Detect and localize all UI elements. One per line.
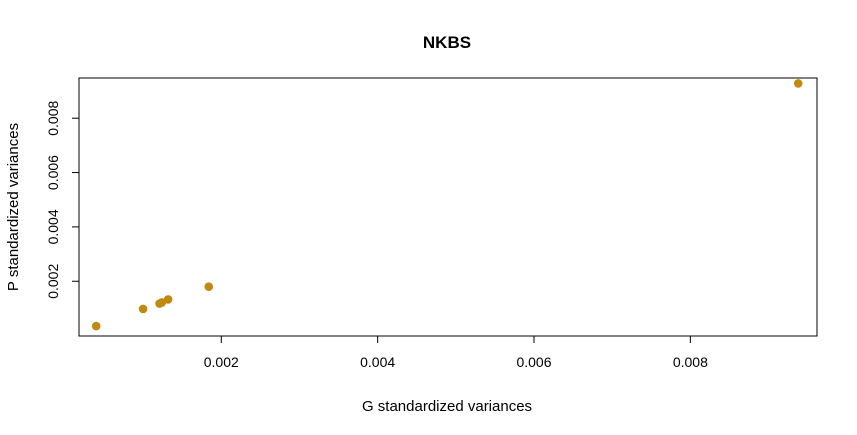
data-point (204, 282, 214, 291)
x-tick-label: 0.006 (516, 354, 551, 370)
y-tick-label: 0.004 (45, 209, 61, 244)
x-axis: 0.002 0.004 0.006 0.008 (204, 335, 708, 370)
y-tick-label: 0.002 (45, 264, 61, 299)
chart-title: NKBS (423, 33, 471, 52)
plot-frame (78, 77, 818, 337)
x-axis-label: G standardized variances (362, 398, 532, 415)
data-point (138, 304, 148, 314)
x-tick-label: 0.004 (360, 354, 395, 370)
y-axis-label: P standardized variances (5, 123, 22, 291)
y-tick-label: 0.008 (45, 100, 61, 135)
x-tick-label: 0.002 (204, 354, 239, 370)
y-tick-label: 0.006 (45, 155, 61, 190)
data-point (793, 79, 803, 88)
data-point (91, 321, 101, 331)
data-point (163, 295, 173, 304)
x-tick-label: 0.008 (673, 354, 708, 370)
y-axis: 0.002 0.004 0.006 0.008 (45, 100, 80, 299)
data-points (91, 79, 803, 331)
